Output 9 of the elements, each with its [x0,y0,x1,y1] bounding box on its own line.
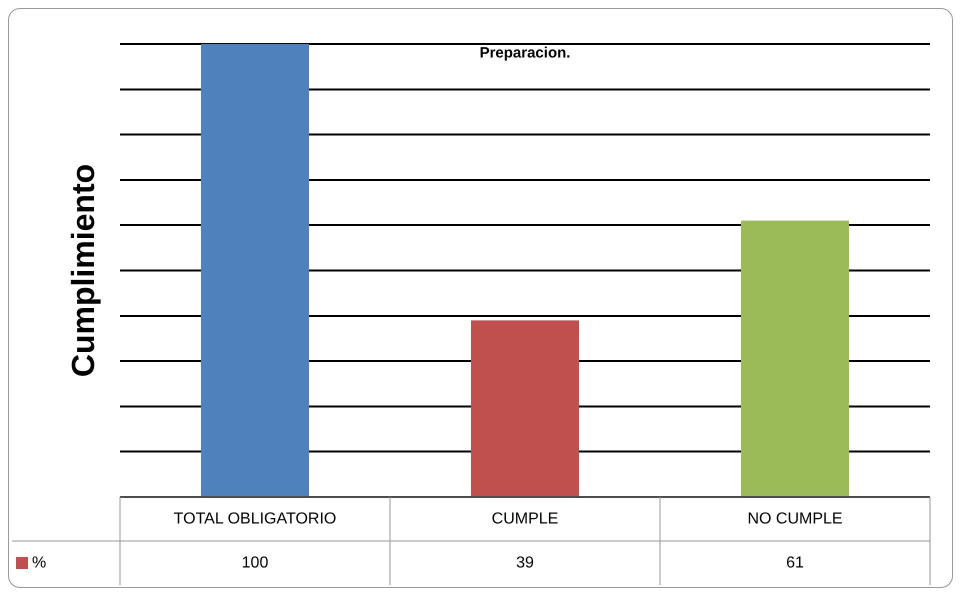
x-tick-label: TOTAL OBLIGATORIO [174,510,336,528]
y-axis-title: Cumplimiento [64,164,101,378]
legend-label: % [32,554,46,572]
x-tick-label: NO CUMPLE [747,510,843,528]
chart-title: Preparacion. [480,44,570,62]
data-label: 39 [516,554,534,572]
x-tick-label: CUMPLE [492,510,558,528]
data-label: 100 [242,554,268,572]
data-label: 61 [786,554,804,572]
